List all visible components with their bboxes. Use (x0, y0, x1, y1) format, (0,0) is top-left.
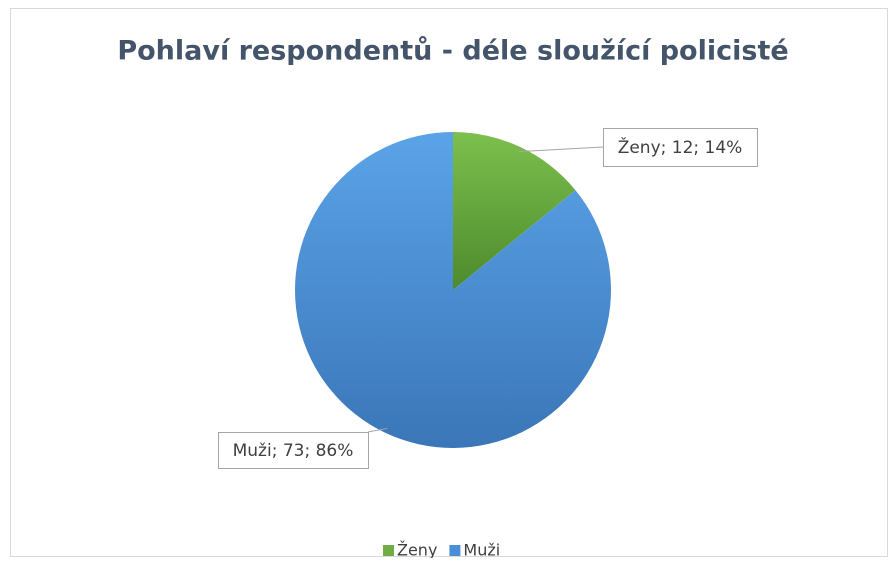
pie-slice (453, 132, 576, 290)
data-label: Ženy; 12; 14% (618, 136, 743, 158)
legend-swatch (449, 545, 461, 556)
data-label: Muži; 73; 86% (233, 441, 354, 461)
chart-title: Pohlaví respondentů - déle sloužící poli… (117, 36, 788, 67)
legend-label: Ženy (397, 541, 437, 559)
legend-swatch (383, 545, 394, 556)
data-label-box (603, 128, 758, 167)
data-label-box (218, 432, 369, 469)
pie-slice (294, 132, 611, 448)
leader-line (367, 427, 388, 433)
leader-line (518, 146, 604, 153)
legend-label: Muži (463, 541, 500, 559)
